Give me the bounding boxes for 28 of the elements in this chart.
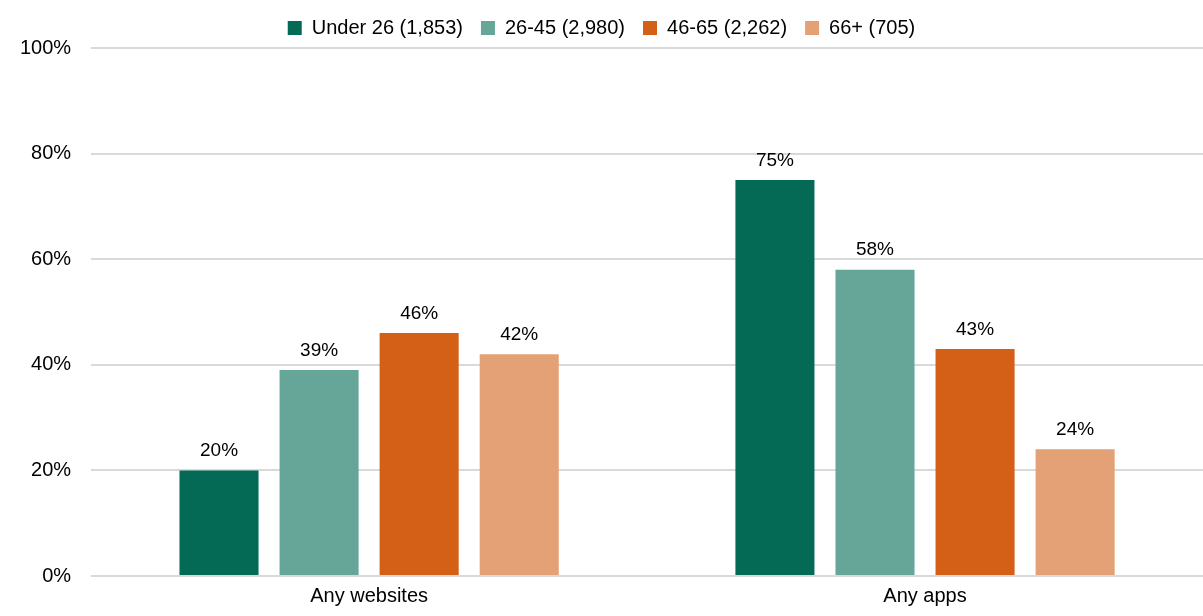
y-tick-label: 40% [31,352,72,375]
y-tick-label: 20% [31,457,72,480]
bar [379,333,459,575]
bar [735,180,815,575]
bar [279,370,359,575]
bar [835,269,915,575]
legend-label: Under 26 (1,853) [311,15,463,38]
bar [935,348,1015,575]
data-label: 39% [300,338,339,360]
bar [479,354,559,575]
y-tick-label: 80% [31,141,72,164]
legend-label: 66+ (705) [829,15,916,38]
data-label: 24% [1056,418,1095,440]
bar [1035,449,1115,575]
data-label: 43% [956,317,995,339]
data-label: 42% [500,322,539,344]
data-label: 46% [400,301,439,323]
x-tick-label: Any apps [883,583,967,606]
bar [179,470,259,575]
data-label: 20% [200,439,239,461]
data-label: 75% [755,148,795,170]
x-tick-label: Any websites [310,583,429,606]
y-tick-label: 100% [20,35,72,58]
legend-label: 26-45 (2,980) [504,15,626,38]
y-tick-label: 0% [42,563,72,586]
data-label: 58% [855,238,895,260]
y-tick-label: 60% [31,246,72,269]
legend-label: 46-65 (2,262) [667,15,788,38]
